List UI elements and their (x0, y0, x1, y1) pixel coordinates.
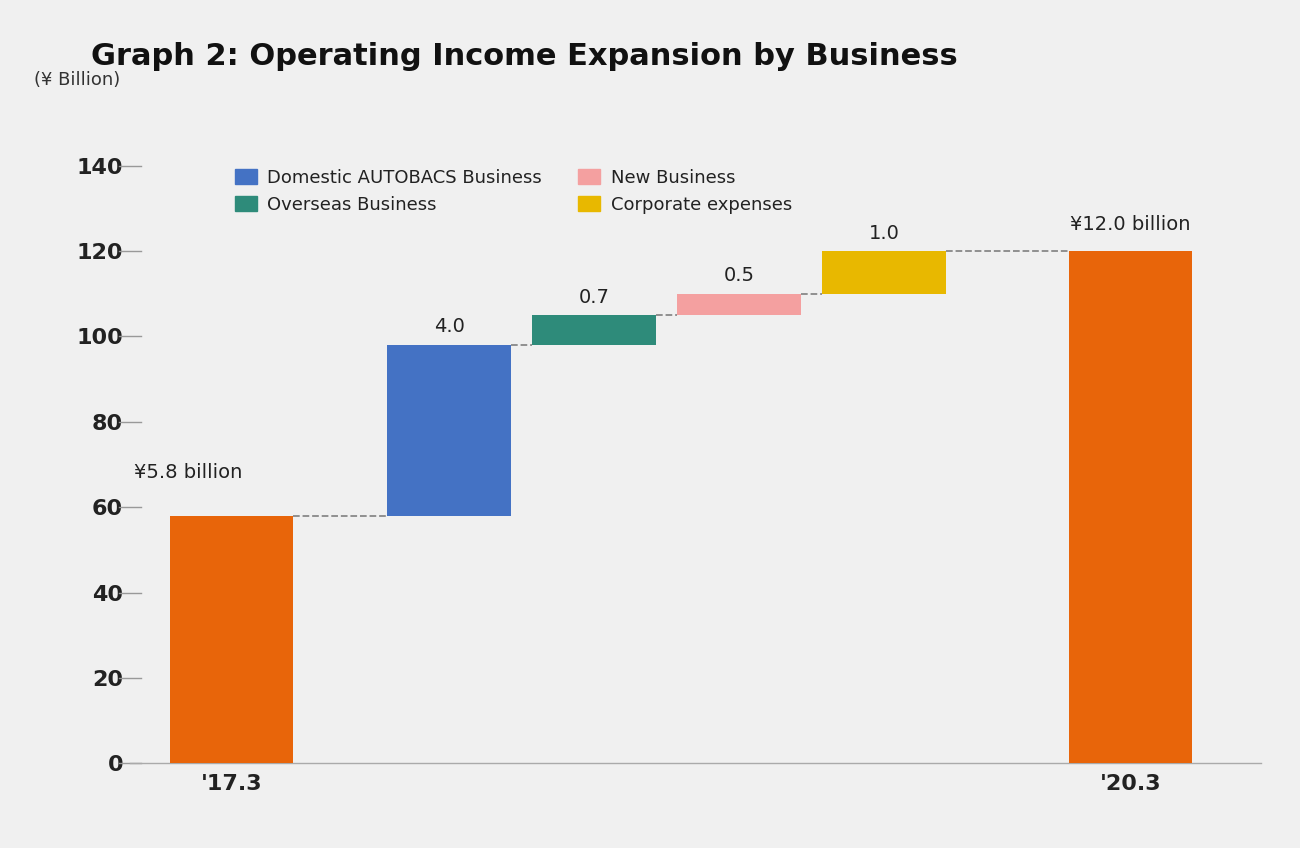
Text: 1.0: 1.0 (868, 224, 900, 243)
Bar (1069, 251, 1192, 763)
Text: 0.7: 0.7 (578, 287, 610, 307)
Text: 4.0: 4.0 (434, 317, 464, 337)
Bar (823, 251, 945, 293)
Text: ¥5.8 billion: ¥5.8 billion (134, 462, 242, 482)
Text: 0.5: 0.5 (724, 266, 754, 285)
Bar (170, 516, 292, 763)
Bar (387, 345, 511, 516)
Legend: Domestic AUTOBACS Business, Overseas Business, New Business, Corporate expenses: Domestic AUTOBACS Business, Overseas Bus… (230, 164, 797, 220)
Text: ¥12.0 billion: ¥12.0 billion (1070, 215, 1191, 234)
Bar (677, 293, 801, 315)
Text: (¥ Billion): (¥ Billion) (34, 70, 120, 88)
Text: Graph 2: Operating Income Expansion by Business: Graph 2: Operating Income Expansion by B… (91, 42, 958, 71)
Bar (533, 315, 655, 345)
